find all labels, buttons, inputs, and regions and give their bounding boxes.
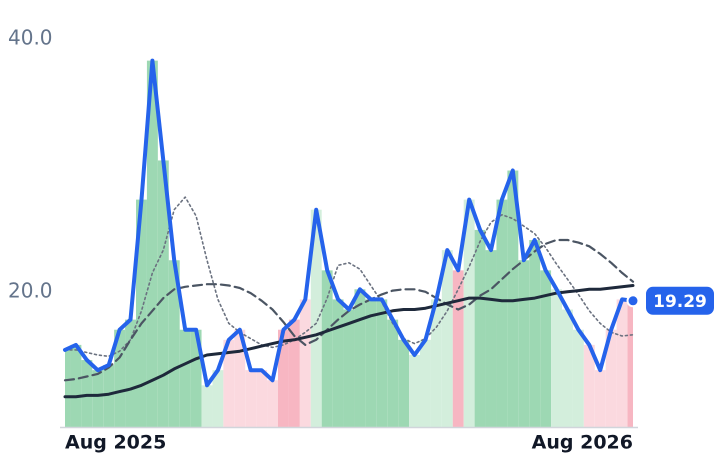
regime-bar [441, 250, 453, 427]
regime-bar [594, 370, 606, 427]
regime-bar [420, 339, 431, 427]
value-label: 19.29 [653, 292, 707, 312]
regime-bar [365, 299, 377, 427]
regime-bar [299, 299, 311, 427]
regime-bar [507, 170, 519, 427]
regime-bar [92, 370, 104, 427]
regime-bar [572, 329, 584, 427]
value-badge [646, 286, 714, 315]
last-point [626, 294, 640, 308]
regime-bar [529, 240, 541, 427]
regime-bar [496, 199, 508, 427]
regime-bar [474, 229, 486, 427]
regime-bar [551, 289, 562, 427]
regime-bar [627, 300, 633, 427]
regime-bar [321, 270, 333, 427]
regime-bar [518, 260, 530, 427]
regime-bar [463, 199, 475, 427]
regime-bar [376, 299, 388, 427]
regime-bar [179, 329, 191, 427]
regime-bar [125, 319, 136, 427]
regime-bar [452, 270, 464, 427]
regime-bar [387, 319, 399, 427]
regime-bar [81, 360, 93, 427]
regime-bar [409, 354, 420, 427]
regime-bar [70, 344, 82, 427]
regime-bar [278, 329, 289, 427]
regime-bar [343, 309, 355, 427]
regime-bar [605, 329, 617, 427]
regime-bar [354, 289, 366, 427]
regime-bar [212, 370, 224, 427]
regime-bar [288, 319, 300, 427]
regime-bar [168, 260, 180, 427]
regime-bar [562, 309, 573, 427]
regime-bar [540, 270, 552, 427]
x-tick-label: Aug 2025 [65, 432, 166, 454]
regime-bar [398, 339, 410, 427]
y-tick-label: 40.0 [8, 26, 53, 50]
regime-bar [245, 370, 257, 427]
series-line [63, 58, 635, 388]
regime-bar [267, 380, 278, 427]
regime-bar [201, 385, 213, 427]
regime-bar [256, 370, 268, 427]
series-line [63, 284, 635, 399]
regime-bar [430, 299, 442, 427]
regime-bar [114, 329, 126, 427]
regime-bar [310, 209, 322, 427]
regime-bar [332, 299, 344, 427]
regime-bar [103, 365, 115, 427]
regime-bar [223, 339, 235, 427]
x-tick-label: Aug 2026 [532, 432, 633, 454]
regime-bar [234, 329, 246, 427]
regime-bar [190, 329, 202, 427]
regime-bar [583, 344, 595, 427]
regime-bar [616, 299, 628, 427]
regime-bar [65, 349, 71, 427]
y-tick-label: 20.0 [8, 278, 53, 302]
regime-bar [136, 199, 147, 427]
regime-bar [146, 60, 158, 428]
series-line [64, 196, 634, 358]
regime-bar [485, 250, 497, 427]
regime-bar [157, 160, 169, 427]
